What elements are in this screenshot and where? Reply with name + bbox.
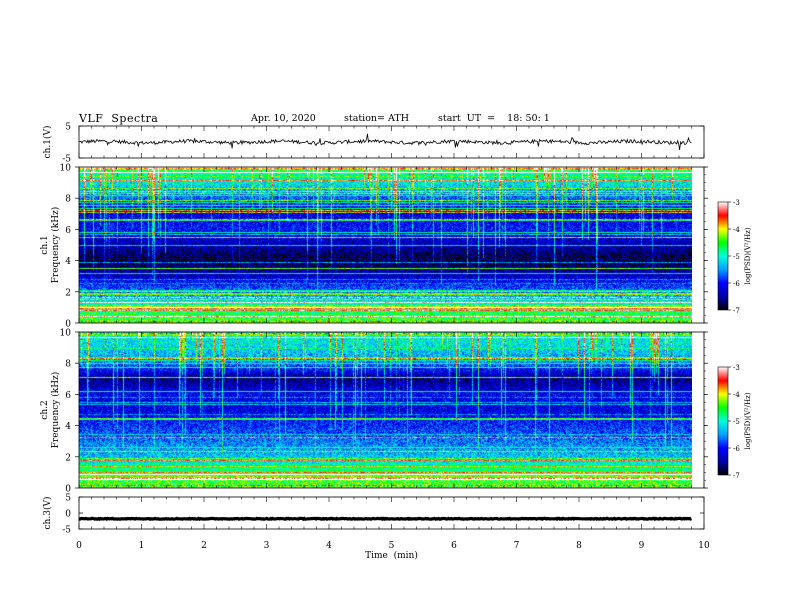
- ch1-spectrogram-ylabel-frequency: Frequency (kHz): [50, 207, 61, 284]
- ch1-spectrogram-ytick-label: 10: [60, 164, 72, 174]
- ch2-spectrogram-ytick-label: 6: [65, 391, 71, 401]
- ch2-spectrogram-colorbar-tick-label: -7: [733, 472, 740, 480]
- x-tick-label: 1: [139, 541, 145, 551]
- ch2-spectrogram-ytick-label: 8: [65, 360, 71, 370]
- chart-title: VLF Spectra: [79, 112, 159, 125]
- x-axis-label: Time (min): [365, 550, 418, 561]
- ch2-spectrogram-colorbar: [718, 367, 728, 475]
- ch2-spectrogram-colorbar-tick-label: -4: [733, 391, 740, 399]
- ch1-waveform-ylabel: ch.1(V): [42, 126, 53, 159]
- ch1-spectrogram-colorbar: [718, 202, 728, 310]
- ch1-spectrogram-colorbar-tick-label: -4: [733, 226, 740, 234]
- x-tick-label: 5: [389, 541, 395, 551]
- ch1-waveform-trace: [79, 133, 692, 150]
- x-tick-label: 0: [76, 541, 82, 551]
- ch3-waveform-ylabel: ch.3(V): [42, 497, 53, 530]
- ch1-spectrogram-ylabel-channel: ch.1: [40, 235, 50, 254]
- ch1-waveform-ytick-label: 5: [65, 123, 71, 133]
- ch2-spectrogram-colorbar-label: log(PSD)(V²/Hz): [744, 392, 752, 449]
- start-time-label: start UT = 18: 50: 1: [438, 113, 550, 124]
- x-tick-label: 7: [514, 541, 520, 551]
- ch2-spectrogram-ytick-label: 4: [65, 422, 71, 432]
- ch2-spectrogram-ytick-label: 2: [65, 453, 71, 463]
- date-label: Apr. 10, 2020: [251, 113, 316, 124]
- ch3-waveform-trace: [78, 516, 692, 522]
- station-label: station= ATH: [344, 113, 409, 124]
- x-tick-label: 8: [576, 541, 582, 551]
- ch1-spectrogram-ytick-label: 2: [65, 288, 71, 298]
- ch1-spectrogram-ytick-label: 0: [65, 320, 71, 330]
- ch3-waveform-ytick-label: 0: [65, 510, 71, 520]
- x-tick-label: 10: [698, 541, 710, 551]
- ch2-spectrogram-ylabel-channel: ch.2: [40, 400, 50, 419]
- ch1-spectrogram-image: [79, 167, 692, 323]
- ch1-spectrogram-colorbar-tick-label: -6: [733, 280, 740, 288]
- x-tick-label: 6: [451, 541, 457, 551]
- ch1-spectrogram-ytick-label: 4: [65, 257, 71, 267]
- ch2-spectrogram-ylabel-frequency: Frequency (kHz): [50, 372, 61, 449]
- x-tick-label: 4: [326, 541, 332, 551]
- ch2-spectrogram-colorbar-tick-label: -5: [733, 418, 740, 426]
- x-tick-label: 9: [639, 541, 645, 551]
- ch1-waveform-ytick-label: -5: [62, 155, 71, 165]
- ch3-waveform-ytick-label: 5: [65, 494, 71, 504]
- ch1-spectrogram-colorbar-tick-label: -7: [733, 307, 740, 315]
- ch1-spectrogram-ytick-label: 6: [65, 226, 71, 236]
- ch3-waveform-ytick-label: -5: [62, 526, 71, 536]
- x-tick-label: 3: [264, 541, 270, 551]
- ch1-spectrogram-colorbar-label: log(PSD)(V²/Hz): [744, 227, 752, 284]
- ch2-spectrogram-colorbar-tick-label: -6: [733, 445, 740, 453]
- ch1-spectrogram-colorbar-tick-label: -5: [733, 253, 740, 261]
- ch2-spectrogram-ytick-label: 0: [65, 485, 71, 495]
- ch2-spectrogram-colorbar-tick-label: -3: [733, 364, 740, 372]
- ch1-spectrogram-colorbar-tick-label: -3: [733, 199, 740, 207]
- x-tick-label: 2: [201, 541, 207, 551]
- ch1-spectrogram-ytick-label: 8: [65, 195, 71, 205]
- ch2-spectrogram-image: [79, 332, 692, 488]
- ch2-spectrogram-ytick-label: 10: [60, 329, 72, 339]
